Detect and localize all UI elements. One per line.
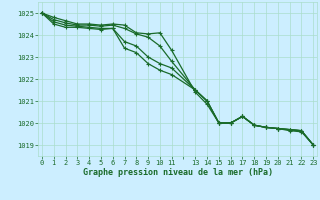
X-axis label: Graphe pression niveau de la mer (hPa): Graphe pression niveau de la mer (hPa)	[83, 168, 273, 177]
